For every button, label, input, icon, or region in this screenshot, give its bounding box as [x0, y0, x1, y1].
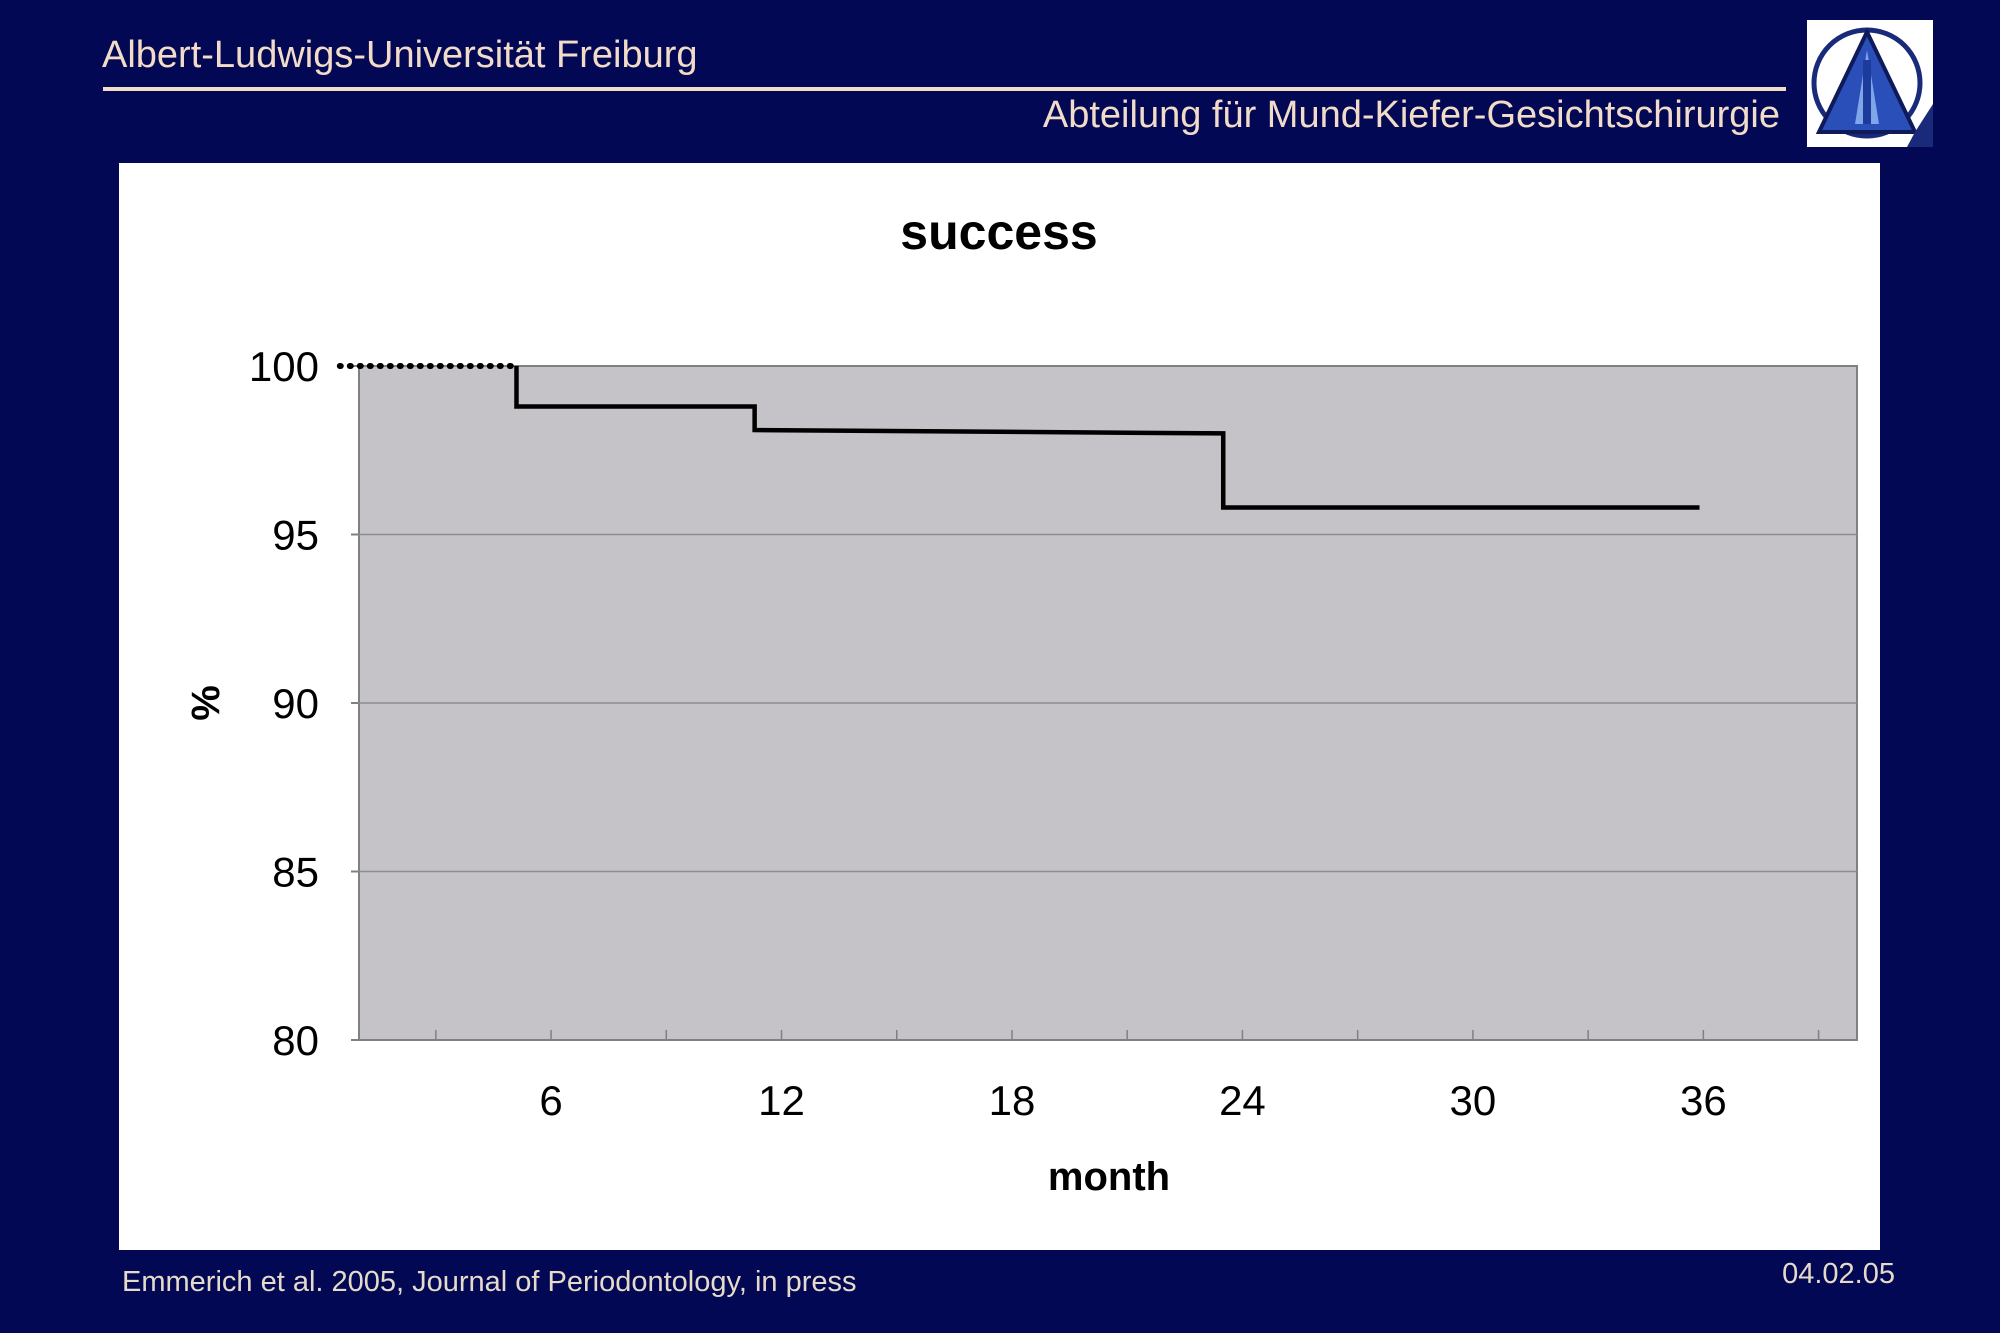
y-tick-label: 90: [272, 680, 319, 727]
x-tick-label: 24: [1219, 1077, 1266, 1124]
y-tick-labels: 80 85 90 95 100: [249, 343, 319, 1064]
gridlines: [359, 533, 1857, 873]
tick-marks: [351, 365, 1820, 1041]
series-layer: [336, 363, 1700, 510]
header-subtitle: Abteilung für Mund-Kiefer-Gesichtschirur…: [1042, 94, 1780, 136]
header-title: Albert-Ludwigs-Universität Freiburg: [102, 34, 698, 76]
y-tick-label: 95: [272, 512, 319, 559]
x-tick-label: 18: [989, 1077, 1036, 1124]
y-tick-label: 80: [272, 1017, 319, 1064]
chart-title: success: [900, 204, 1097, 260]
success-step-line: [514, 366, 1700, 510]
university-logo-icon: [1807, 20, 1933, 147]
x-tick-label: 36: [1680, 1077, 1727, 1124]
x-tick-labels: 6 12 18 24 30 36: [539, 1077, 1726, 1124]
x-axis-label: month: [1048, 1155, 1170, 1199]
survival-chart: 80 85 90 95 100 6 12 18 24 30 36 success month %: [183, 204, 1858, 1199]
logo-graphic: [1811, 27, 1933, 147]
footer-citation: Emmerich et al. 2005, Journal of Periodo…: [122, 1266, 857, 1298]
y-tick-label: 85: [272, 849, 319, 896]
x-tick-label: 30: [1450, 1077, 1497, 1124]
chart-panel: 80 85 90 95 100 6 12 18 24 30 36 success month %: [119, 163, 1880, 1250]
y-axis-label: %: [183, 685, 227, 721]
x-tick-label: 6: [539, 1077, 562, 1124]
footer-date: 04.02.05: [1782, 1258, 1895, 1290]
y-tick-label: 100: [249, 343, 319, 390]
x-tick-label: 12: [758, 1077, 805, 1124]
header-divider: [103, 87, 1786, 91]
